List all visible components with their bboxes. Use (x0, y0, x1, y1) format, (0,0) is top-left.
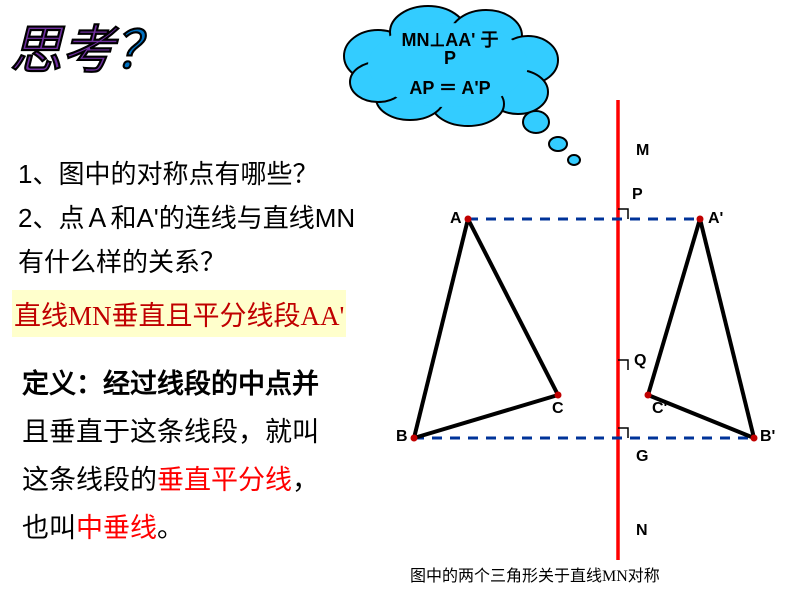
triangle-right (648, 219, 754, 438)
triangle-left (414, 219, 558, 438)
cloud-line-3: AP ＝ A'P (370, 74, 530, 100)
cloud-line-2: P (370, 48, 530, 69)
